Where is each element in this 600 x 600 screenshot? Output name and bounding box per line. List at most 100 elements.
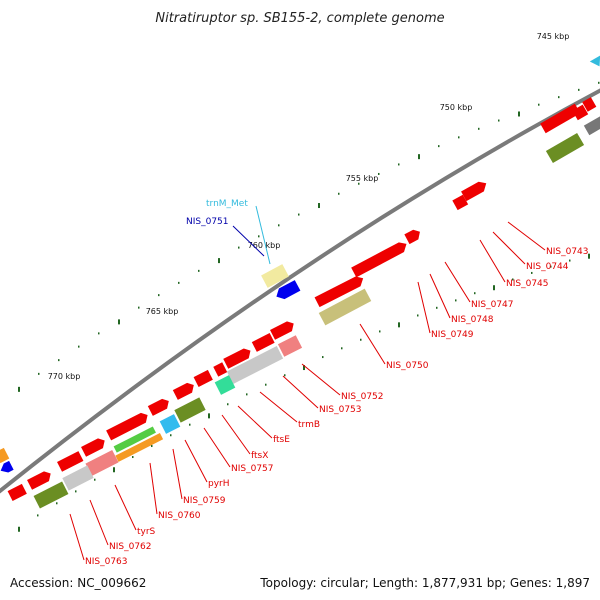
gene-cds xyxy=(223,348,251,369)
position-tick xyxy=(75,490,77,493)
scale-tick xyxy=(558,96,560,99)
gene-cds xyxy=(314,276,364,308)
position-tick xyxy=(379,330,381,333)
cog-feature-pink xyxy=(277,335,303,357)
gene-label: NIS_0748 xyxy=(451,315,494,325)
position-tick xyxy=(569,259,571,262)
cog-feature-olive xyxy=(174,397,206,423)
gene-cds xyxy=(106,412,148,441)
cog-feature-cyan xyxy=(159,414,181,434)
gene-cds xyxy=(213,362,228,377)
gene-cds xyxy=(540,103,581,134)
gene-label: NIS_0745 xyxy=(506,279,549,289)
scale-label-750: 750 kbp xyxy=(440,103,473,112)
gene-cds xyxy=(27,471,51,490)
position-tick xyxy=(18,526,20,532)
gene-label: NIS_0757 xyxy=(231,464,274,474)
gene-labels: NIS_0743 NIS_0744 NIS_0745 NIS_0747 NIS_… xyxy=(85,199,589,567)
scale-tick xyxy=(178,281,180,284)
scale-tick xyxy=(318,203,320,209)
scale-ticks xyxy=(18,81,600,392)
scale-tick xyxy=(358,182,360,185)
position-tick xyxy=(417,314,419,317)
rev-cds-nis-0751 xyxy=(276,280,301,300)
cog-feature-green xyxy=(113,426,156,453)
scale-tick xyxy=(338,192,340,195)
gene-label: pyrH xyxy=(208,479,230,489)
gene-cds xyxy=(452,194,469,211)
scale-tick xyxy=(258,235,260,238)
scale-tick xyxy=(598,81,600,84)
position-tick xyxy=(531,271,533,274)
gene-label: ftsX xyxy=(251,451,268,461)
trna-feature xyxy=(589,55,600,67)
scale-tick xyxy=(378,172,380,175)
position-tick xyxy=(284,374,286,377)
position-tick xyxy=(303,365,305,371)
scale-label-745: 745 kbp xyxy=(537,32,570,41)
scale-tick xyxy=(58,359,60,362)
gene-label: NIS_0752 xyxy=(341,392,384,402)
position-tick xyxy=(398,322,400,328)
position-tick xyxy=(322,356,324,359)
scale-tick xyxy=(78,345,80,348)
scale-tick xyxy=(138,306,140,309)
scale-label-765: 765 kbp xyxy=(146,307,179,316)
gene-cds xyxy=(461,181,487,202)
cog-feature-grey xyxy=(226,346,284,384)
position-tick xyxy=(170,434,172,437)
cog-feature-green xyxy=(214,375,236,395)
scale-tick xyxy=(298,213,300,216)
gene-cds xyxy=(147,398,169,416)
gene-cds xyxy=(351,242,407,278)
scale-tick xyxy=(118,319,120,325)
scale-tick xyxy=(518,111,520,117)
scale-tick xyxy=(458,136,460,139)
gene-label: NIS_0763 xyxy=(85,557,128,567)
genome-summary: Topology: circular; Length: 1,877,931 bp… xyxy=(259,576,590,590)
scale-tick xyxy=(158,294,160,297)
scale-tick xyxy=(18,386,20,392)
gene-cds xyxy=(582,97,597,112)
scale-label-770: 770 kbp xyxy=(48,372,81,381)
scale-tick xyxy=(218,258,220,264)
position-tick xyxy=(208,413,210,419)
position-tick xyxy=(360,338,362,341)
leader-lines xyxy=(69,205,546,561)
cog-feature-orange xyxy=(0,447,10,464)
scale-tick xyxy=(198,269,200,272)
scale-tick xyxy=(98,332,100,335)
gene-cds xyxy=(251,333,275,352)
scale-tick xyxy=(538,103,540,106)
cog-feature-pink xyxy=(85,449,119,477)
forward-cds-track xyxy=(7,97,600,501)
gene-cds-grey xyxy=(583,115,600,136)
position-tick xyxy=(493,285,495,291)
scale-tick xyxy=(238,246,240,249)
position-tick xyxy=(512,278,514,281)
map-title: Nitratiruptor sp. SB155-2, complete geno… xyxy=(155,11,444,26)
cog-feature-grey xyxy=(62,465,94,491)
scale-tick xyxy=(498,119,500,122)
gene-label: NIS_0743 xyxy=(546,247,589,257)
position-tick xyxy=(189,423,191,426)
genome-backbone xyxy=(0,88,600,494)
gene-label: NIS_0749 xyxy=(431,330,474,340)
gene-cds xyxy=(57,451,84,472)
position-tick xyxy=(436,306,438,309)
gene-label: trnM_Met xyxy=(206,199,248,209)
cog-feature-track xyxy=(33,132,585,509)
gene-cds xyxy=(572,104,589,121)
scale-tick xyxy=(438,145,440,148)
scale-tick xyxy=(578,88,580,91)
position-tick xyxy=(474,292,476,295)
scale-label-760: 760 kbp xyxy=(248,241,281,250)
position-tick xyxy=(56,502,58,505)
gene-label: tyrS xyxy=(137,527,156,537)
rev-cds xyxy=(0,460,14,473)
scale-tick xyxy=(478,127,480,130)
position-tick xyxy=(341,347,343,350)
position-tick xyxy=(132,456,134,459)
accession-text: Accession: NC_009662 xyxy=(10,576,146,590)
